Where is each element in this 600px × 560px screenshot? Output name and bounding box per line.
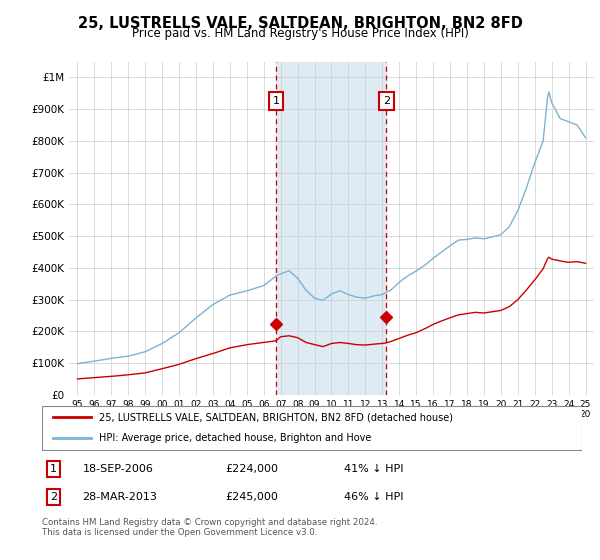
Text: 46% ↓ HPI: 46% ↓ HPI [344,492,404,502]
Text: 1: 1 [50,464,57,474]
Text: £245,000: £245,000 [226,492,278,502]
Bar [276,62,386,395]
Text: £224,000: £224,000 [226,464,278,474]
Text: 2: 2 [383,96,390,106]
FancyBboxPatch shape [42,406,582,450]
Text: 25, LUSTRELLS VALE, SALTDEAN, BRIGHTON, BN2 8FD (detached house): 25, LUSTRELLS VALE, SALTDEAN, BRIGHTON, … [98,412,453,422]
Text: 1: 1 [272,96,280,106]
Text: HPI: Average price, detached house, Brighton and Hove: HPI: Average price, detached house, Brig… [98,433,371,444]
Text: 41% ↓ HPI: 41% ↓ HPI [344,464,404,474]
Text: 25, LUSTRELLS VALE, SALTDEAN, BRIGHTON, BN2 8FD: 25, LUSTRELLS VALE, SALTDEAN, BRIGHTON, … [77,16,523,31]
Text: 28-MAR-2013: 28-MAR-2013 [83,492,157,502]
Text: Contains HM Land Registry data © Crown copyright and database right 2024.
This d: Contains HM Land Registry data © Crown c… [42,518,377,538]
Text: Price paid vs. HM Land Registry's House Price Index (HPI): Price paid vs. HM Land Registry's House … [131,27,469,40]
Text: 18-SEP-2006: 18-SEP-2006 [83,464,154,474]
Text: 2: 2 [50,492,57,502]
